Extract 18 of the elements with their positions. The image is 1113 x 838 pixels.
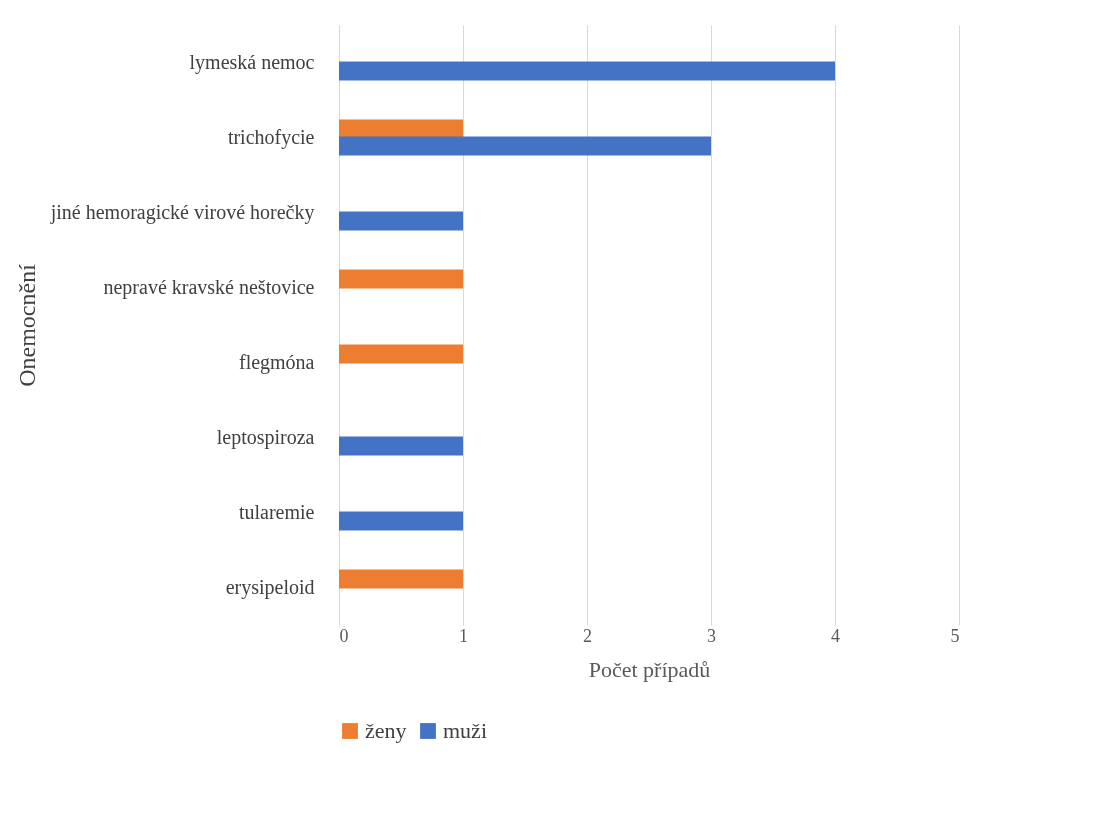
y-tick-label: lymeská nemoc [189,50,315,74]
x-tick-label: 3 [707,625,716,646]
legend-label: ženy [365,718,407,743]
legend-label: muži [443,718,487,743]
x-tick-label: 2 [583,625,592,646]
x-axis-title: Počet případů [588,656,711,682]
y-tick-label: erysipeloid [225,575,315,599]
y-tick-label: trichofycie [227,125,315,149]
y-tick-label: jiné hemoragické virové horečky [49,200,315,224]
y-tick-label: nepravé kravské neštovice [103,275,315,299]
y-axis-title: Onemocnění [13,263,40,387]
x-tick-label: 1 [459,625,468,646]
x-tick-label: 0 [339,625,349,646]
y-tick-label: leptospiroza [216,425,315,449]
y-tick-label: tularemie [238,500,315,523]
x-tick-label: 5 [950,625,960,646]
y-tick-label: flegmóna [238,350,315,374]
x-tick-label: 4 [831,625,840,646]
